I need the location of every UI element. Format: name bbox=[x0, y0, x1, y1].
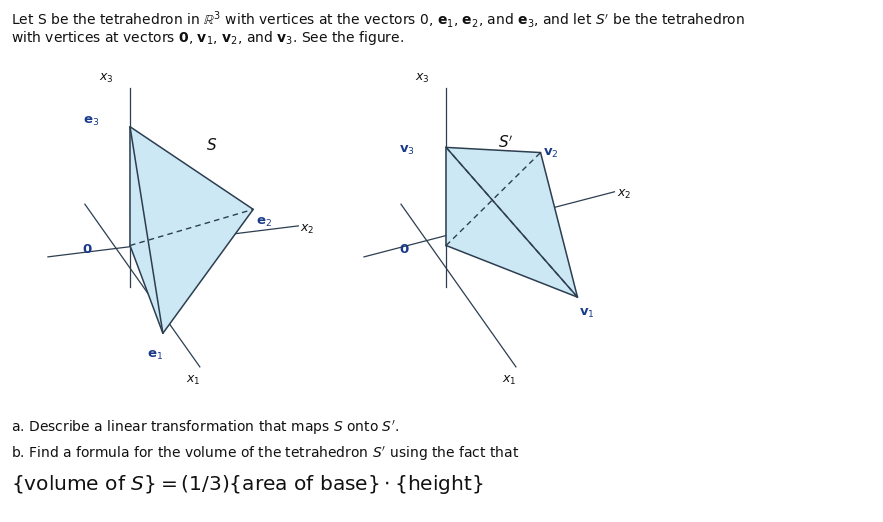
Text: $\mathbf{0}$: $\mathbf{0}$ bbox=[398, 243, 409, 256]
Text: Let S be the tetrahedron in $\mathbb{R}^3$ with vertices at the vectors 0, $\mat: Let S be the tetrahedron in $\mathbb{R}^… bbox=[11, 9, 745, 30]
Polygon shape bbox=[130, 209, 253, 334]
Text: $\mathbf{0}$: $\mathbf{0}$ bbox=[82, 243, 93, 256]
Text: $x_3$: $x_3$ bbox=[415, 73, 430, 86]
Text: $\mathbf{v}_1$: $\mathbf{v}_1$ bbox=[579, 306, 595, 319]
Text: with vertices at vectors $\mathbf{0}$, $\mathbf{v}_1$, $\mathbf{v}_2$, and $\mat: with vertices at vectors $\mathbf{0}$, $… bbox=[11, 29, 404, 46]
Text: $x_2$: $x_2$ bbox=[617, 188, 631, 201]
Polygon shape bbox=[130, 127, 253, 334]
Text: $S'$: $S'$ bbox=[498, 134, 514, 150]
Text: $\mathbf{e}_3$: $\mathbf{e}_3$ bbox=[83, 115, 100, 128]
Text: $\mathbf{v}_2$: $\mathbf{v}_2$ bbox=[543, 147, 559, 160]
Text: $\mathbf{e}_2$: $\mathbf{e}_2$ bbox=[256, 216, 272, 229]
Polygon shape bbox=[446, 147, 540, 245]
Text: $\{$volume of $S\} = (1/3)\{$area of base$\} \cdot \{$height$\}$: $\{$volume of $S\} = (1/3)\{$area of bas… bbox=[11, 473, 484, 496]
Text: a. Describe a linear transformation that maps $S$ onto $S'$.: a. Describe a linear transformation that… bbox=[11, 419, 400, 437]
Polygon shape bbox=[446, 152, 577, 297]
Text: $\mathbf{e}_1$: $\mathbf{e}_1$ bbox=[147, 349, 162, 362]
Text: $\mathbf{v}_3$: $\mathbf{v}_3$ bbox=[399, 144, 415, 157]
Polygon shape bbox=[130, 127, 253, 245]
Polygon shape bbox=[446, 147, 577, 297]
Text: $x_2$: $x_2$ bbox=[300, 222, 314, 235]
Polygon shape bbox=[446, 147, 577, 297]
Text: $x_3$: $x_3$ bbox=[99, 73, 114, 86]
Text: $S$: $S$ bbox=[207, 137, 217, 153]
Text: $x_1$: $x_1$ bbox=[186, 374, 200, 387]
Polygon shape bbox=[130, 127, 162, 334]
Text: b. Find a formula for the volume of the tetrahedron $S'$ using the fact that: b. Find a formula for the volume of the … bbox=[11, 444, 519, 462]
Text: $x_1$: $x_1$ bbox=[502, 374, 517, 387]
